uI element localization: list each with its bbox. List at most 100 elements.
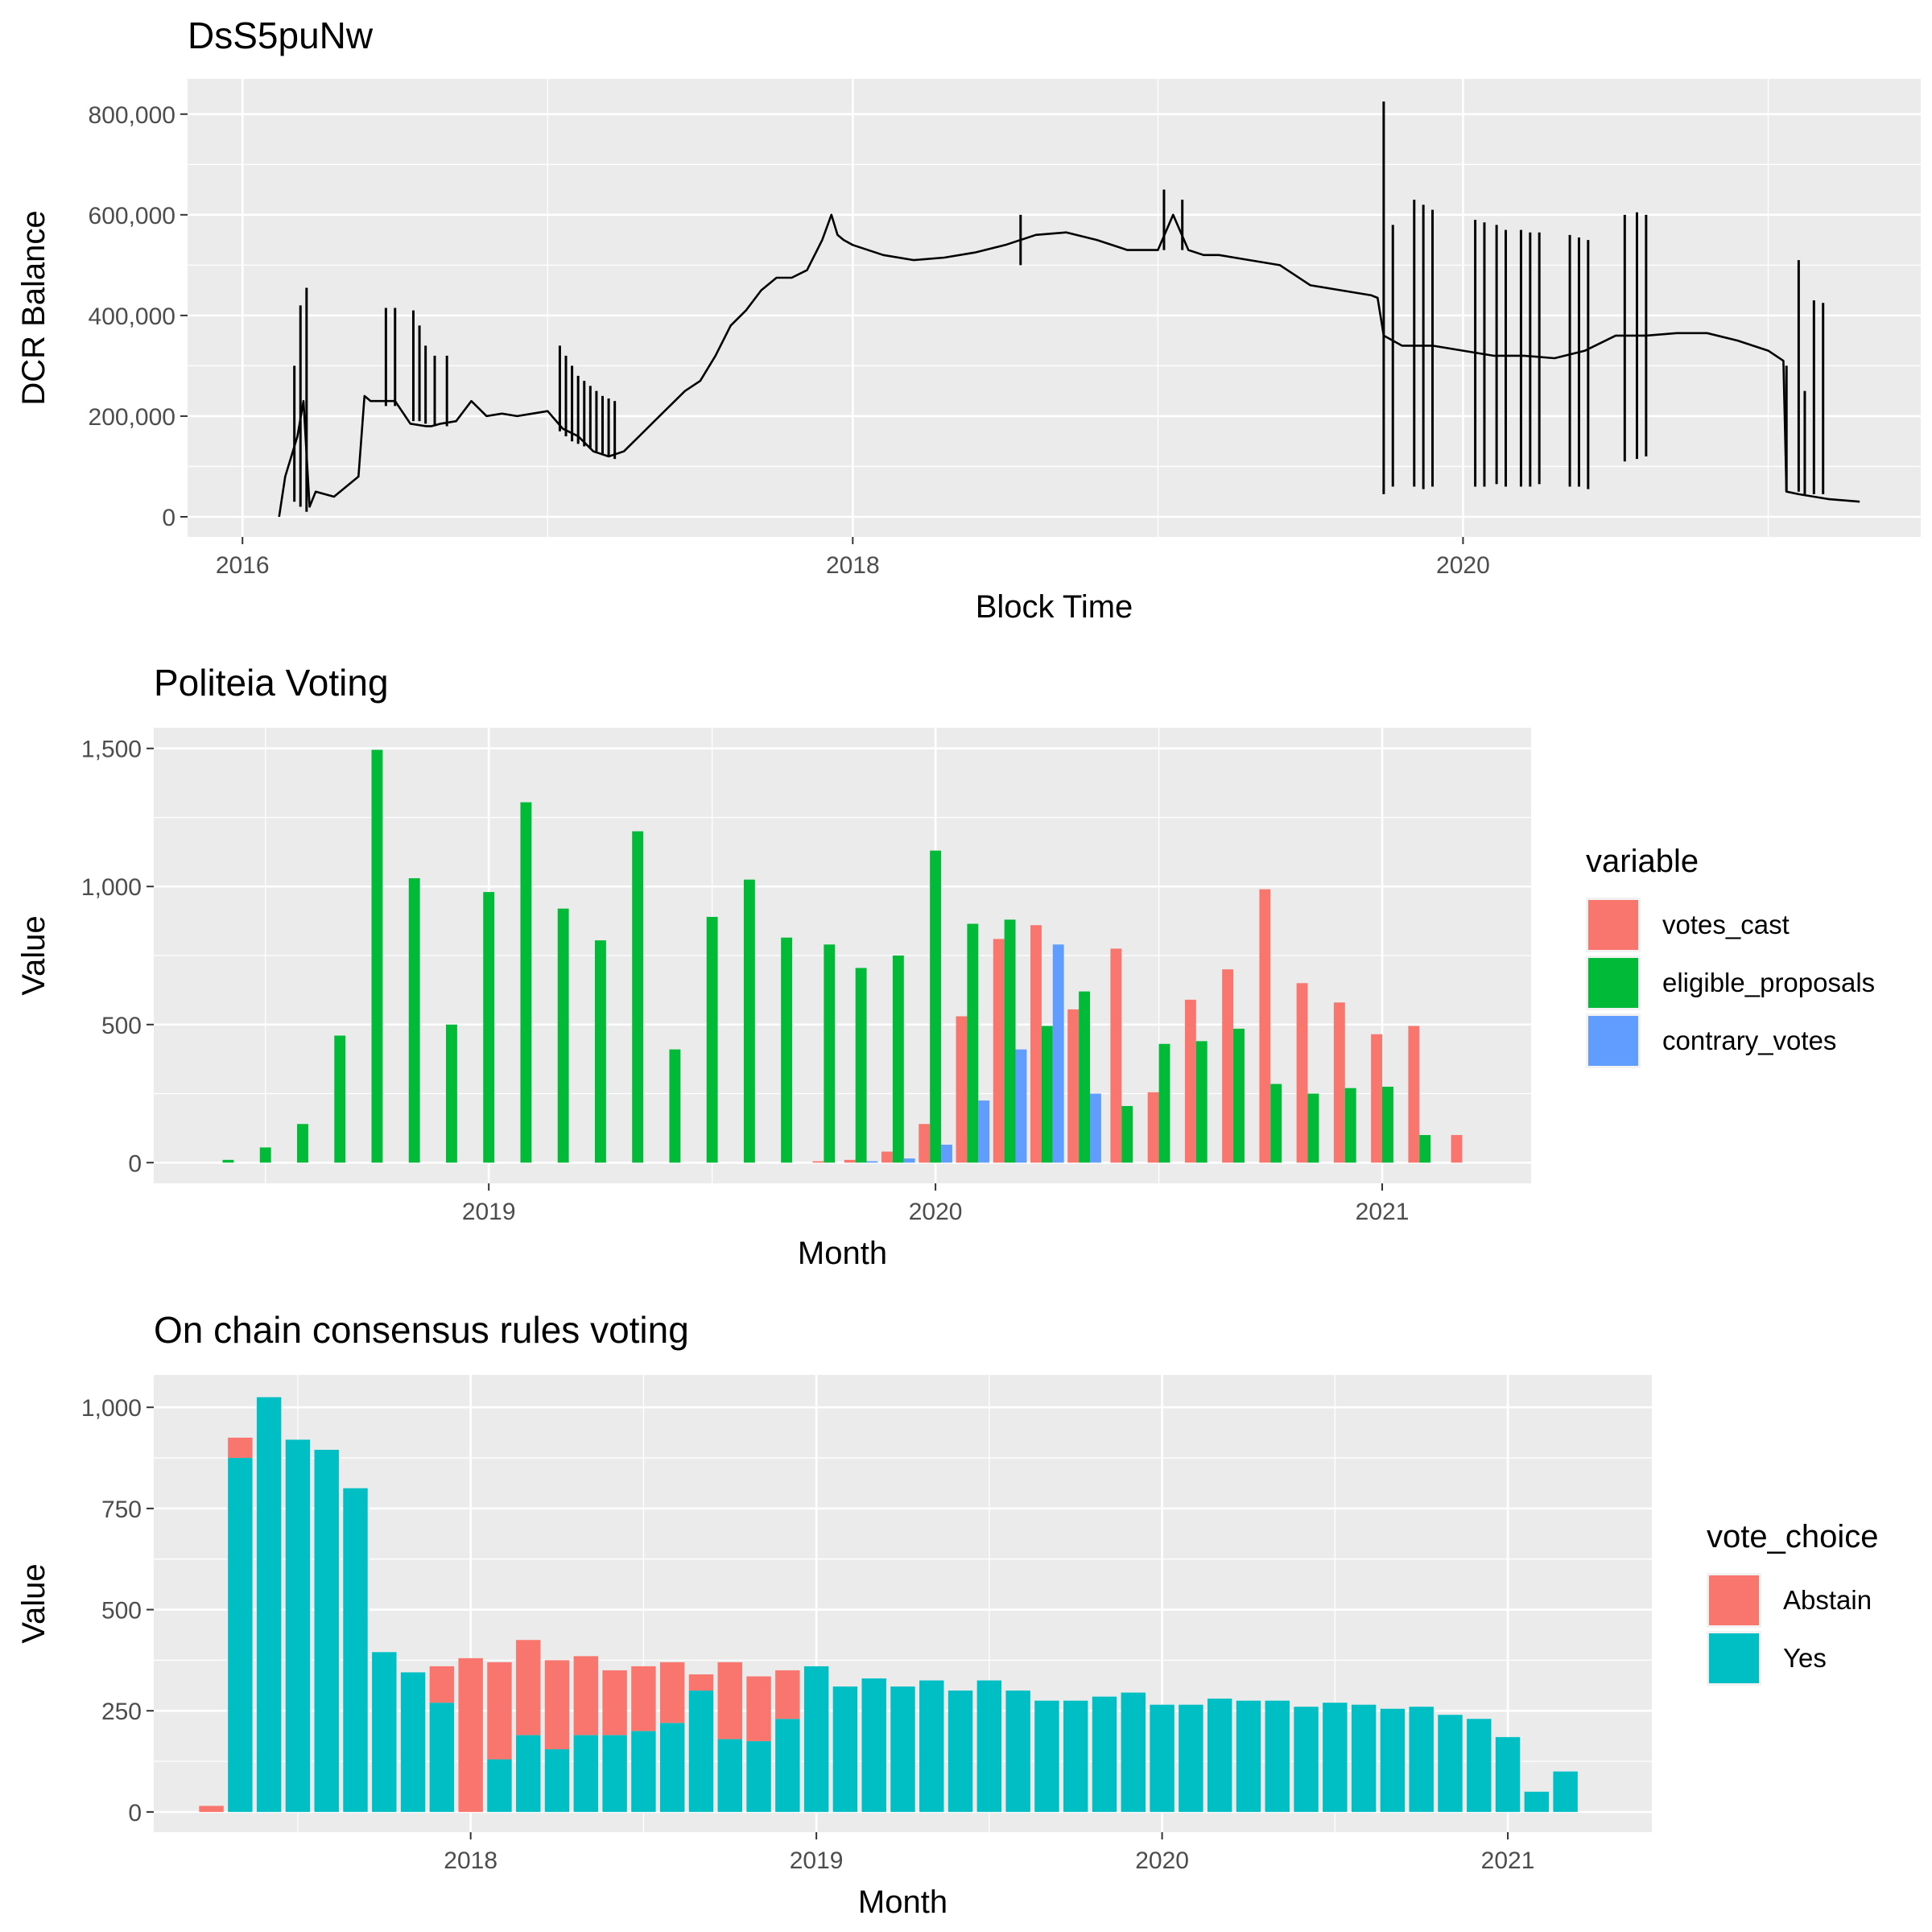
- bar-eligible_proposals: [446, 1024, 457, 1163]
- bar-Yes: [1063, 1700, 1088, 1812]
- legend-label-eligible_proposals: eligible_proposals: [1662, 968, 1875, 997]
- bar-eligible_proposals: [1195, 1041, 1208, 1163]
- bar-Yes: [1380, 1708, 1406, 1812]
- bar-eligible_proposals: [520, 802, 532, 1163]
- bar-Yes: [314, 1449, 339, 1812]
- bar-Yes: [1005, 1690, 1030, 1812]
- legend-label-Abstain: Abstain: [1783, 1585, 1872, 1615]
- bar-Abstain: [199, 1806, 224, 1812]
- bar-Yes: [832, 1686, 858, 1812]
- bar-contrary_votes: [941, 1144, 952, 1163]
- y-tick-label: 500: [101, 1598, 142, 1624]
- x-tick-label: 2020: [1135, 1847, 1189, 1874]
- legend-key-contrary_votes: [1588, 1016, 1638, 1066]
- legend-key-Abstain: [1709, 1575, 1759, 1625]
- bar-eligible_proposals: [1419, 1134, 1431, 1163]
- x-tick-label: 2019: [462, 1199, 516, 1225]
- bar-votes_cast: [1408, 1026, 1420, 1163]
- legend-key-votes_cast: [1588, 900, 1638, 950]
- bar-votes_cast: [1147, 1092, 1159, 1163]
- panel-2: Politeia Voting 0 500 1,000 1,500 2019 2020 202…: [16, 662, 1875, 1271]
- bar-Yes: [544, 1748, 570, 1812]
- bar-votes_cast: [1333, 1002, 1345, 1163]
- bar-eligible_proposals: [1270, 1084, 1282, 1163]
- bar-eligible_proposals: [1004, 919, 1016, 1163]
- bar-Yes: [1092, 1696, 1117, 1812]
- x-tick-label: 2016: [216, 552, 270, 579]
- x-tick-label: 2019: [790, 1847, 844, 1874]
- x-tick-label: 2018: [826, 552, 880, 579]
- bar-eligible_proposals: [781, 937, 793, 1163]
- bar-Yes: [890, 1686, 915, 1812]
- bar-contrary_votes: [978, 1100, 990, 1163]
- bar-Abstain: [429, 1666, 455, 1703]
- bar-Abstain: [458, 1657, 483, 1812]
- y-tick-label: 200,000: [89, 404, 175, 431]
- bar-eligible_proposals: [1233, 1028, 1245, 1163]
- bar-eligible_proposals: [1382, 1086, 1393, 1163]
- bar-votes_cast: [1371, 1034, 1383, 1163]
- bar-votes_cast: [993, 939, 1005, 1163]
- bar-Yes: [516, 1735, 541, 1812]
- bar-Abstain: [631, 1666, 656, 1732]
- x-axis-label: Month: [798, 1236, 887, 1271]
- bar-eligible_proposals: [371, 749, 383, 1163]
- x-tick-label: 2021: [1356, 1199, 1410, 1225]
- bar-Yes: [1524, 1791, 1550, 1812]
- bar-Yes: [1265, 1700, 1290, 1812]
- bar-Yes: [487, 1759, 512, 1812]
- bar-eligible_proposals: [297, 1124, 308, 1163]
- chart-title: On chain consensus rules voting: [154, 1309, 689, 1351]
- bar-votes_cast: [1451, 1134, 1463, 1163]
- bar-Yes: [1121, 1692, 1146, 1812]
- y-axis-label: Value: [16, 1563, 52, 1643]
- bar-eligible_proposals: [557, 908, 569, 1163]
- bar-eligible_proposals: [669, 1049, 681, 1163]
- bar-eligible_proposals: [930, 850, 942, 1163]
- bar-Abstain: [228, 1437, 253, 1459]
- bar-votes_cast: [1296, 983, 1308, 1163]
- bar-Yes: [1034, 1700, 1059, 1812]
- bar-eligible_proposals: [222, 1159, 234, 1163]
- bar-votes_cast: [1110, 948, 1122, 1163]
- y-tick-label: 400,000: [89, 303, 175, 330]
- bar-Yes: [688, 1690, 714, 1812]
- bar-Yes: [976, 1680, 1002, 1812]
- bar-Yes: [1467, 1719, 1492, 1812]
- bar-votes_cast: [1184, 999, 1196, 1163]
- bar-votes_cast: [844, 1159, 856, 1163]
- bar-eligible_proposals: [892, 956, 904, 1163]
- y-tick-label: 750: [101, 1496, 142, 1523]
- y-tick-label: 0: [128, 1800, 142, 1827]
- bar-eligible_proposals: [594, 940, 606, 1163]
- bar-eligible_proposals: [706, 916, 718, 1163]
- bar-Abstain: [775, 1670, 800, 1719]
- legend-label-Yes: Yes: [1783, 1643, 1827, 1673]
- bar-Yes: [746, 1740, 771, 1812]
- bar-eligible_proposals: [1041, 1026, 1053, 1163]
- bar-votes_cast: [956, 1016, 968, 1163]
- bar-Yes: [919, 1680, 944, 1812]
- x-axis-label: Month: [858, 1885, 947, 1920]
- y-tick-label: 0: [128, 1150, 142, 1177]
- bar-eligible_proposals: [855, 968, 867, 1163]
- bar-Yes: [631, 1731, 656, 1812]
- bar-Yes: [602, 1735, 627, 1812]
- bar-Yes: [803, 1666, 829, 1812]
- bar-Yes: [1495, 1736, 1521, 1812]
- y-tick-label: 1,000: [81, 874, 142, 901]
- bar-Yes: [947, 1690, 973, 1812]
- bar-contrary_votes: [1090, 1093, 1101, 1163]
- bar-Yes: [659, 1723, 685, 1812]
- bar-votes_cast: [812, 1161, 824, 1163]
- chart-title: DsS5puNw: [188, 14, 374, 56]
- y-tick-label: 800,000: [89, 102, 175, 129]
- plot-panel: [188, 79, 1921, 537]
- bar-eligible_proposals: [1344, 1088, 1356, 1163]
- bar-Abstain: [746, 1676, 771, 1741]
- bar-eligible_proposals: [824, 944, 836, 1163]
- bar-votes_cast: [881, 1151, 893, 1163]
- x-tick-label: 2020: [1436, 552, 1490, 579]
- bar-votes_cast: [919, 1124, 931, 1163]
- bar-Yes: [861, 1678, 886, 1812]
